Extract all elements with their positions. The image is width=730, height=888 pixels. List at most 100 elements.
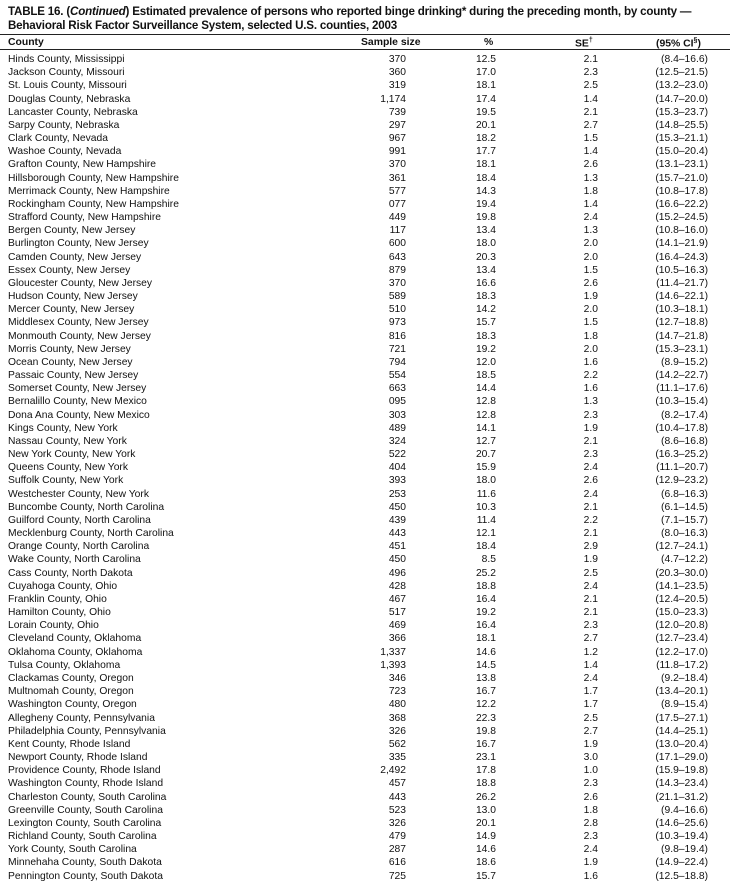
confidence-interval: (10.4–17.8) [655, 422, 708, 434]
table-row: Wake County, North Carolina 450 8.5 1.9 (4.7… [0, 553, 730, 566]
confidence-interval: (8.4–16.6) [661, 54, 708, 65]
sample-size: 663 [388, 383, 406, 395]
standard-error: 1.9 [583, 422, 598, 434]
confidence-interval: (15.3–21.1) [655, 133, 708, 145]
county-name: Dona Ana County, New Mexico [8, 409, 150, 421]
county-name: Suffolk County, New York [8, 475, 124, 487]
percent: 14.3 [475, 185, 496, 197]
percent: 18.5 [475, 370, 496, 382]
percent: 18.1 [475, 159, 496, 171]
confidence-interval: (14.7–20.0) [655, 93, 708, 105]
standard-error: 1.6 [583, 870, 598, 882]
standard-error: 2.1 [583, 435, 598, 447]
standard-error: 2.1 [583, 528, 598, 540]
standard-error: 2.4 [583, 462, 598, 474]
confidence-interval: (17.5–27.1) [655, 712, 708, 724]
table-row: Bergen County, New Jersey 117 13.4 1.3 (10.8… [0, 224, 730, 237]
county-name: Hamilton County, Ohio [8, 607, 111, 619]
confidence-interval: (12.2–17.0) [655, 646, 708, 658]
sample-size: 480 [388, 699, 406, 711]
table-row: Oklahoma County, Oklahoma 1,337 14.6 1.2 (12… [0, 646, 730, 659]
confidence-interval: (12.7–24.1) [655, 541, 708, 553]
table-row: Camden County, New Jersey 643 20.3 2.0 (16.4… [0, 251, 730, 264]
percent: 22.3 [475, 712, 496, 724]
percent: 26.2 [475, 791, 496, 803]
confidence-interval: (12.0–20.8) [655, 620, 708, 632]
percent: 20.7 [475, 449, 496, 461]
sample-size: 467 [388, 593, 406, 605]
table-row: Queens County, New York 404 15.9 2.4 (11.1–2… [0, 461, 730, 474]
footnote-dagger: † [588, 37, 593, 44]
county-name: Camden County, New Jersey [8, 251, 142, 263]
confidence-interval: (12.7–23.4) [655, 633, 708, 645]
confidence-interval: (8.2–17.4) [661, 409, 708, 421]
table-row: Merrimack County, New Hampshire 577 14.3 1.… [0, 185, 730, 198]
standard-error: 1.5 [583, 317, 598, 329]
sample-size: 517 [388, 607, 406, 619]
percent: 20.3 [475, 251, 496, 263]
sample-size: 879 [388, 264, 406, 276]
standard-error: 2.1 [583, 501, 598, 513]
percent: 17.8 [475, 765, 496, 777]
sample-size: 457 [388, 778, 406, 790]
header-rule [0, 49, 730, 50]
percent: 17.0 [475, 67, 496, 79]
title-prefix: TABLE 16. ( [8, 5, 71, 18]
sample-size: 346 [388, 672, 406, 684]
sample-size: 319 [388, 80, 406, 92]
sample-size: 496 [388, 567, 406, 579]
percent: 17.4 [475, 93, 496, 105]
standard-error: 1.0 [583, 765, 598, 777]
county-name: Middlesex County, New Jersey [8, 317, 149, 329]
table-row: Hudson County, New Jersey 589 18.3 1.9 (14.6… [0, 290, 730, 303]
confidence-interval: (8.6–16.8) [661, 435, 708, 447]
county-name: Burlington County, New Jersey [8, 238, 149, 250]
county-name: Washoe County, Nevada [8, 146, 122, 158]
sample-size: 324 [388, 435, 406, 447]
county-name: Sarpy County, Nebraska [8, 119, 120, 131]
table-row: Ocean County, New Jersey 794 12.0 1.6 (8.9–1… [0, 356, 730, 369]
percent: 23.1 [475, 752, 496, 763]
confidence-interval: (15.3–23.7) [655, 106, 708, 118]
county-name: Orange County, North Carolina [8, 541, 150, 553]
standard-error: 2.0 [583, 251, 598, 263]
percent: 12.8 [475, 409, 496, 421]
table-row: Grafton County, New Hampshire 370 18.1 2.6 (… [0, 158, 730, 171]
table-row: Morris County, New Jersey 721 19.2 2.0 (15.3… [0, 343, 730, 356]
percent: 10.3 [475, 501, 496, 513]
confidence-interval: (8.9–15.4) [661, 699, 708, 711]
county-name: Charleston County, South Carolina [8, 791, 167, 803]
county-name: Merrimack County, New Hampshire [8, 185, 170, 197]
sample-size: 095 [388, 396, 406, 408]
standard-error: 2.4 [583, 580, 598, 592]
county-name: Essex County, New Jersey [8, 264, 131, 276]
table-row: Dona Ana County, New Mexico 303 12.8 2.3 (8.… [0, 409, 730, 422]
table-row: Westchester County, New York 253 11.6 2.4 (6… [0, 488, 730, 501]
percent: 18.6 [475, 857, 496, 869]
table-row: Hillsborough County, New Hampshire 361 18.… [0, 172, 730, 185]
standard-error: 1.8 [583, 804, 598, 816]
percent: 16.4 [475, 620, 496, 632]
standard-error: 2.4 [583, 488, 598, 500]
standard-error: 1.7 [583, 686, 598, 698]
percent: 14.6 [475, 646, 496, 658]
confidence-interval: (10.5–16.3) [655, 264, 708, 276]
header-ci-label: (95% CI [656, 38, 694, 50]
percent: 12.8 [475, 396, 496, 408]
table-row: Pennington County, South Dakota 725 15.7 1.… [0, 870, 730, 883]
table-row: Lorain County, Ohio 469 16.4 2.3 (12.0–20.8) [0, 619, 730, 632]
title-line-2: Behavioral Risk Factor Surveillance Syst… [8, 18, 397, 32]
standard-error: 2.4 [583, 212, 598, 224]
standard-error: 1.4 [583, 93, 598, 105]
sample-size: 404 [388, 462, 406, 474]
percent: 18.1 [475, 633, 496, 645]
table-row: Nassau County, New York 324 12.7 2.1 (8.6–16… [0, 435, 730, 448]
standard-error: 1.8 [583, 185, 598, 197]
standard-error: 2.0 [583, 304, 598, 316]
sample-size: 443 [388, 528, 406, 540]
percent: 16.7 [475, 686, 496, 698]
table-row: Minnehaha County, South Dakota 616 18.6 1.9… [0, 856, 730, 869]
confidence-interval: (14.1–23.5) [655, 580, 708, 592]
standard-error: 2.1 [583, 607, 598, 619]
confidence-interval: (20.3–30.0) [655, 567, 708, 579]
